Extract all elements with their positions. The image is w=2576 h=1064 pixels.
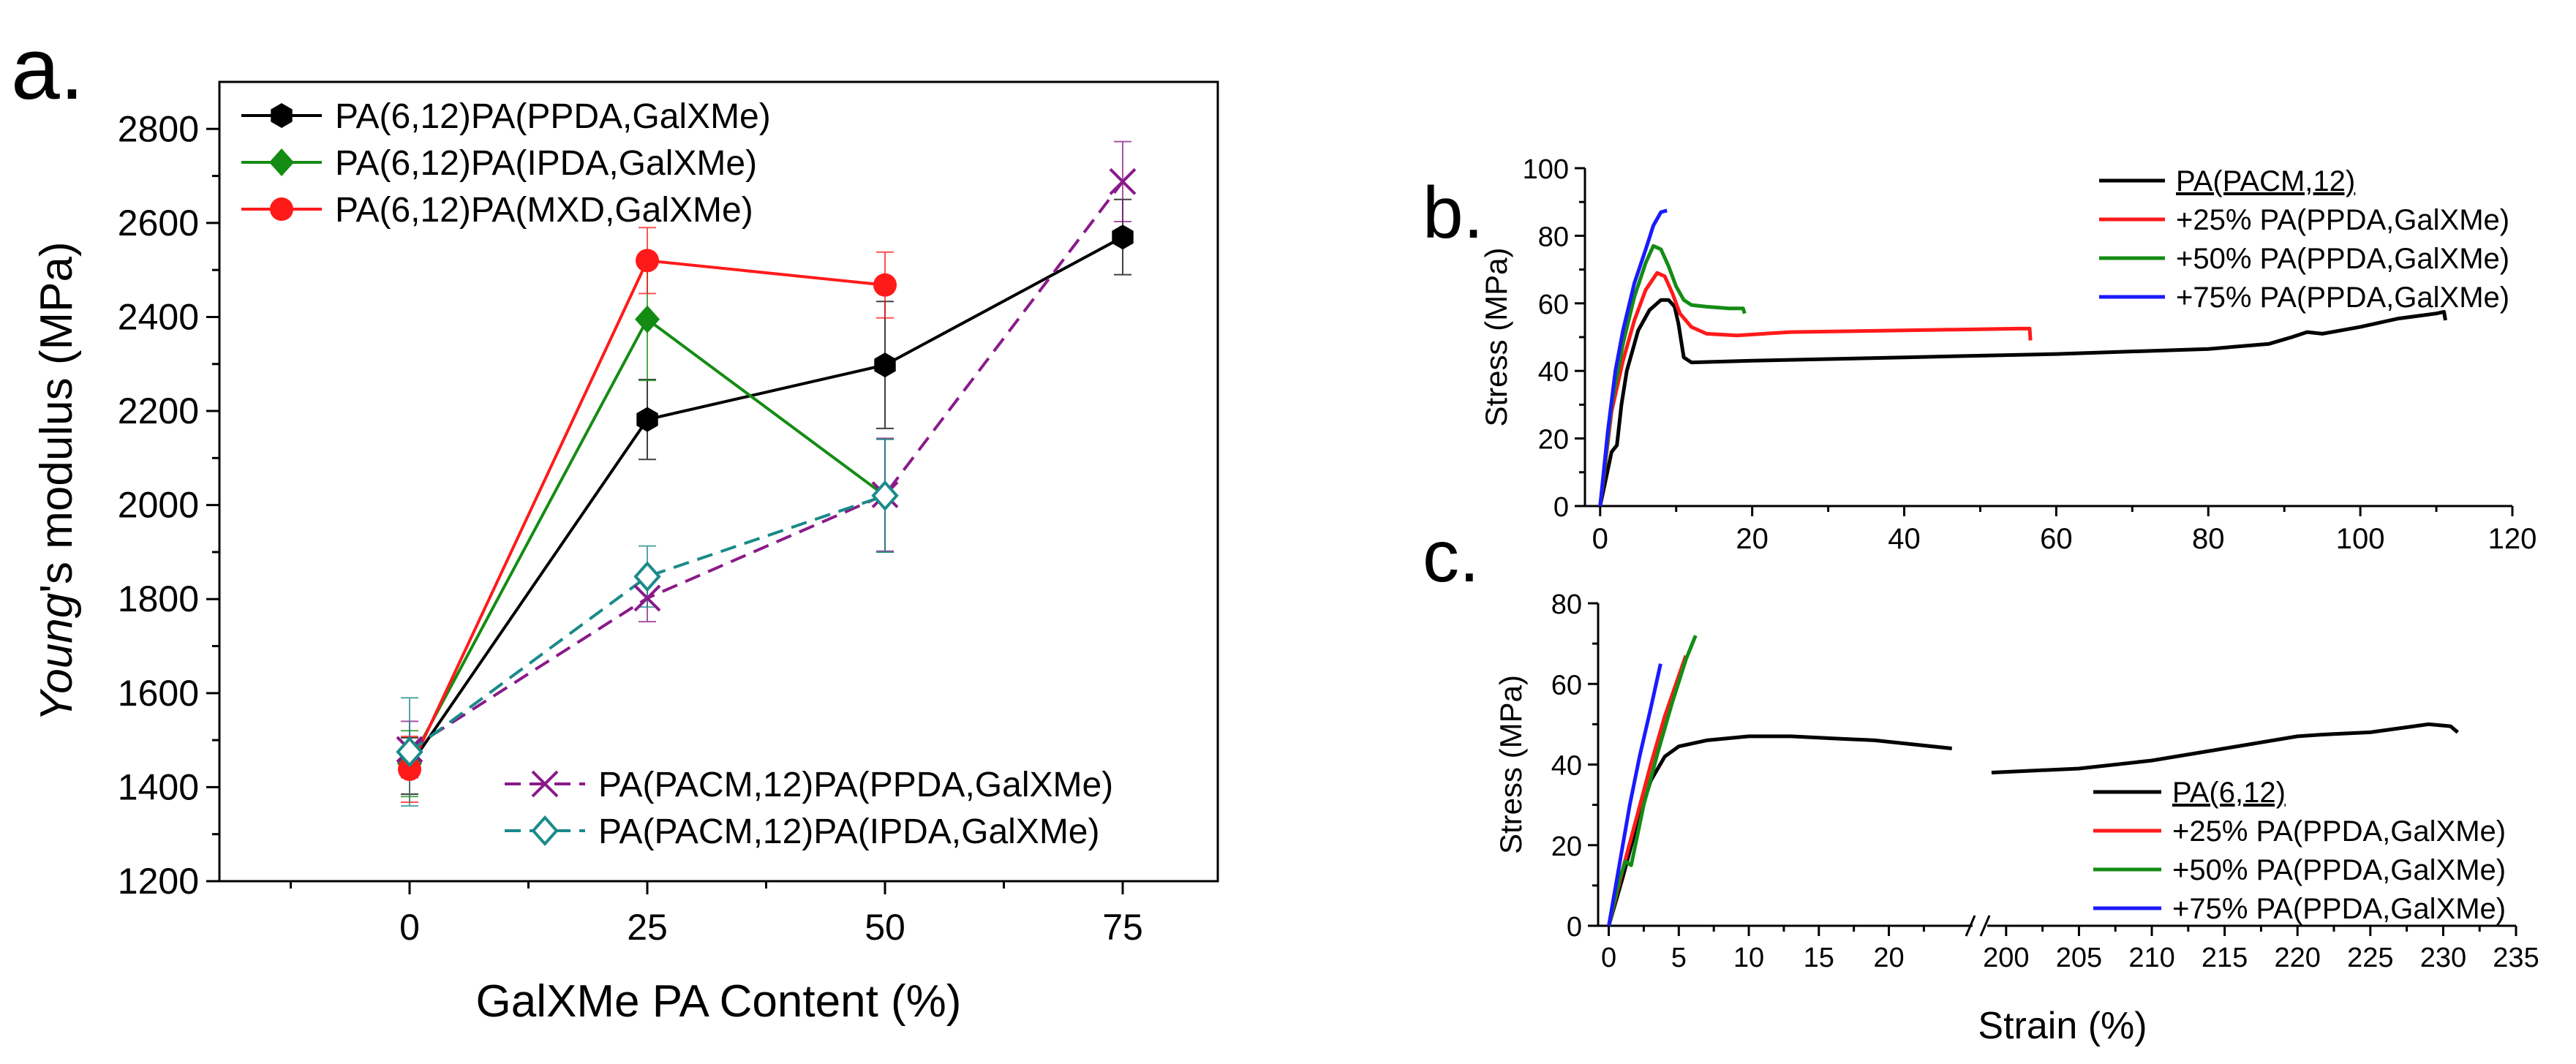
y-tick-label: 2000 <box>118 485 199 526</box>
y-axis-label: Stress (MPa) <box>1494 675 1528 854</box>
x-tick-label: 230 <box>2420 943 2466 973</box>
data-point <box>635 305 660 333</box>
data-point <box>1112 225 1134 250</box>
y-axis-label: Stress (MPa) <box>1479 247 1513 426</box>
legend-label: +50% PA(PPDA,GalXMe) <box>2176 243 2509 275</box>
data-point <box>636 407 658 432</box>
y-tick-label: 1400 <box>118 766 199 807</box>
panel-a-chart: 1200 1400 1600 1800 2000 2200 2400 2600 2800 0 25 5… <box>31 80 1219 1027</box>
plot-frame <box>218 80 1219 883</box>
panel-label-a: a. <box>11 20 84 118</box>
legend-label: +50% PA(PPDA,GalXMe) <box>2172 854 2506 886</box>
legend-label: PA(6,12) <box>2172 777 2286 809</box>
y-tick-label: 40 <box>1538 357 1569 388</box>
y-tick-label: 2200 <box>118 390 199 431</box>
x-tick-label: 10 <box>1733 943 1764 973</box>
axis-break-mark <box>1965 915 1991 937</box>
y-tick-label: 0 <box>1567 912 1582 943</box>
x-tick-label: 40 <box>1888 523 1921 555</box>
x-tick-label: 80 <box>2192 523 2225 555</box>
series-line <box>1598 271 2033 507</box>
y-tick-label: 2400 <box>118 296 199 337</box>
y-tick-label: 80 <box>1538 222 1569 252</box>
x-tick-label: 60 <box>2040 523 2073 555</box>
x-tick-label: 220 <box>2275 943 2321 973</box>
y-tick-label: 20 <box>1538 425 1569 456</box>
legend-label: PA(6,12)PA(PPDA,GalXMe) <box>335 97 771 136</box>
series-line <box>1991 722 2459 774</box>
x-tick-label: 235 <box>2493 943 2539 973</box>
y-tick-label: 20 <box>1551 831 1582 862</box>
panel-b-chart: 0 20 40 60 80 100 0 20 40 60 80 100 120 Stress (MPa) P… <box>1479 154 2537 555</box>
series-line <box>1598 244 1747 507</box>
x-tick-label: 0 <box>1601 943 1616 973</box>
x-axis-label: GalXMe PA Content (%) <box>476 976 962 1027</box>
y-tick-label: 60 <box>1551 670 1582 701</box>
y-tick-label: 80 <box>1551 589 1582 620</box>
legend-label: +25% PA(PPDA,GalXMe) <box>2172 815 2506 848</box>
y-tick-label: 1800 <box>118 578 199 619</box>
series-line <box>1607 663 1662 927</box>
legend-label: +75% PA(PPDA,GalXMe) <box>2176 282 2509 314</box>
legend-marker <box>531 770 559 798</box>
series-line <box>408 494 886 753</box>
series-line <box>408 181 1124 751</box>
x-axis-label: Strain (%) <box>1978 1005 2147 1047</box>
x-tick-label: 215 <box>2202 943 2248 973</box>
data-point <box>398 757 421 781</box>
legend-marker <box>531 815 559 847</box>
panel-c-chart: 0 20 40 60 80 0 5 10 15 20 200 205 210 215 220 225 230 23… <box>1494 589 2539 1047</box>
y-tick-label: 60 <box>1538 290 1569 320</box>
panel-label-b: b. <box>1423 172 1483 254</box>
data-point <box>633 584 661 612</box>
data-point <box>873 273 897 297</box>
legend-label: PA(6,12)PA(MXD,GalXMe) <box>335 191 753 230</box>
data-point <box>1109 167 1137 195</box>
series-line <box>1598 208 1668 507</box>
series-line <box>1598 298 2447 507</box>
x-tick-label: 25 <box>627 907 668 948</box>
legend-marker <box>269 148 294 176</box>
x-tick-label: 15 <box>1804 943 1834 973</box>
y-tick-label: 40 <box>1551 751 1582 782</box>
x-tick-label: 100 <box>2336 523 2385 555</box>
data-point <box>633 561 661 592</box>
legend-label: +25% PA(PPDA,GalXMe) <box>2176 204 2509 236</box>
x-tick-label: 50 <box>865 907 905 948</box>
series-line <box>408 235 1123 767</box>
x-tick-label: 75 <box>1102 907 1143 948</box>
x-tick-label: 205 <box>2056 943 2102 973</box>
x-tick-label: 0 <box>1592 523 1608 555</box>
data-point <box>396 736 423 768</box>
x-tick-label: 225 <box>2347 943 2393 973</box>
series-line <box>1607 635 1698 927</box>
panel-label-c: c. <box>1423 516 1480 597</box>
data-point <box>636 249 659 273</box>
y-tick-label: 0 <box>1553 492 1569 523</box>
x-tick-label: 20 <box>1736 523 1769 555</box>
y-axis-label: Young's modulus (MPa) <box>31 241 82 721</box>
y-tick-label: 2600 <box>118 203 199 244</box>
y-tick-label: 1600 <box>118 673 199 714</box>
x-tick-label: 210 <box>2128 943 2174 973</box>
y-tick-label: 2800 <box>118 108 199 149</box>
legend-marker <box>271 103 293 128</box>
legend-label: PA(PACM,12) <box>2176 165 2355 197</box>
data-point <box>871 480 899 511</box>
y-tick-label: 1200 <box>118 861 199 902</box>
legend-label: PA(PACM,12)PA(IPDA,GalXMe) <box>598 812 1099 851</box>
x-tick-label: 5 <box>1671 943 1687 973</box>
x-tick-label: 200 <box>1983 943 2029 973</box>
legend-marker <box>270 197 293 221</box>
x-tick-label: 120 <box>2488 523 2537 555</box>
legend-label: PA(6,12)PA(IPDA,GalXMe) <box>335 144 757 183</box>
series-line <box>1607 734 1952 927</box>
y-tick-label: 100 <box>1523 154 1569 185</box>
x-tick-label: 0 <box>399 907 420 948</box>
legend-label: PA(PACM,12)PA(PPDA,GalXMe) <box>598 766 1113 804</box>
x-tick-label: 20 <box>1873 943 1904 973</box>
legend-label: +75% PA(PPDA,GalXMe) <box>2172 893 2506 925</box>
data-point <box>874 352 896 378</box>
